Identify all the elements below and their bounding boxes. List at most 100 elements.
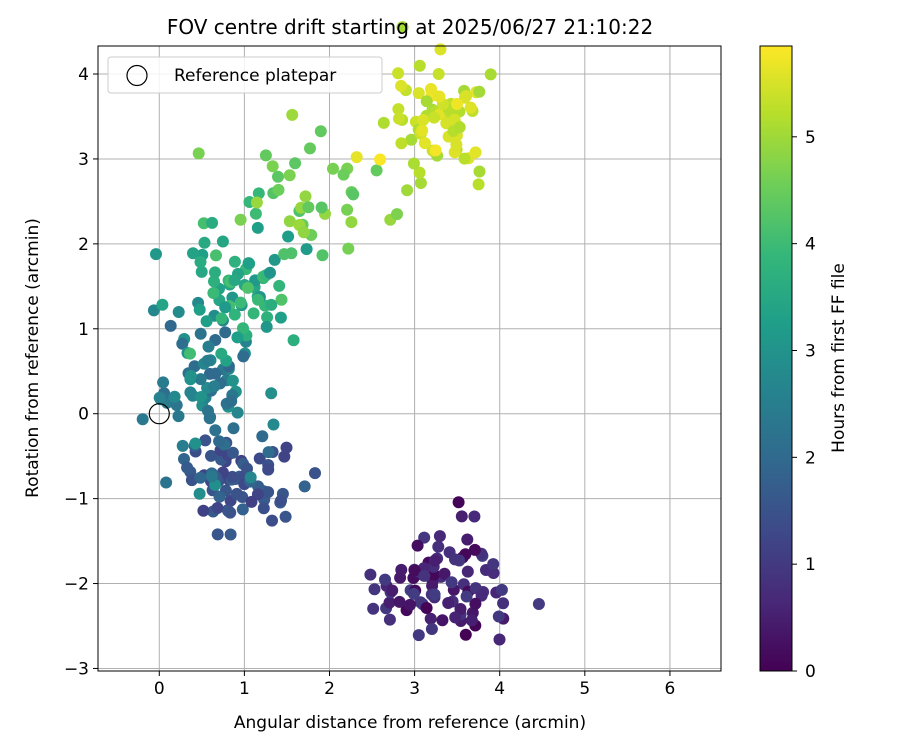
- data-point: [298, 480, 311, 493]
- data-point: [283, 215, 296, 228]
- data-point: [215, 312, 228, 325]
- data-point: [299, 190, 312, 203]
- data-point: [449, 611, 462, 624]
- data-point: [460, 90, 473, 102]
- data-point: [216, 235, 229, 248]
- data-point: [187, 247, 199, 260]
- data-point: [404, 598, 416, 611]
- data-point: [413, 59, 426, 72]
- data-point: [392, 103, 405, 116]
- data-point: [226, 446, 239, 459]
- chart-title: FOV centre drift starting at 2025/06/27 …: [167, 15, 653, 39]
- data-point: [231, 406, 244, 419]
- data-point: [386, 584, 399, 597]
- data-point: [228, 274, 241, 287]
- data-point: [283, 169, 296, 182]
- data-point: [418, 569, 431, 582]
- data-point: [198, 236, 211, 249]
- data-point: [272, 170, 284, 183]
- data-point: [259, 149, 272, 162]
- data-point: [256, 430, 269, 443]
- y-tick-label: 1: [78, 320, 89, 340]
- data-point: [226, 470, 239, 483]
- data-point: [497, 597, 510, 610]
- data-point: [209, 367, 222, 380]
- data-point: [414, 177, 427, 189]
- data-point: [236, 503, 249, 516]
- data-point: [425, 623, 438, 635]
- x-axis-ticks: 0 1 2 3 4 5 6: [154, 671, 675, 699]
- x-tick-label: 2: [324, 679, 335, 699]
- data-point: [265, 387, 278, 400]
- data-point: [464, 101, 477, 114]
- data-point: [209, 266, 221, 279]
- y-axis-label: Rotation from reference (arcmin): [23, 218, 43, 498]
- data-point: [377, 116, 390, 129]
- colorbar-tick-label: 1: [805, 555, 816, 575]
- data-point: [242, 257, 255, 270]
- data-point: [168, 390, 181, 403]
- data-point: [459, 628, 472, 641]
- data-point: [147, 304, 160, 317]
- data-point: [279, 510, 292, 523]
- colorbar-tick-label: 3: [805, 341, 816, 361]
- data-point: [280, 441, 293, 454]
- data-point: [383, 613, 396, 626]
- y-tick-label: 2: [78, 235, 89, 255]
- data-point: [262, 486, 275, 499]
- data-point: [274, 311, 287, 324]
- data-point: [461, 533, 474, 546]
- data-point: [172, 306, 185, 318]
- colorbar-ticks: 0 1 2 3 4 5: [792, 128, 816, 682]
- y-tick-label: 4: [78, 65, 89, 85]
- data-point: [453, 121, 466, 134]
- colorbar-tick-label: 2: [805, 448, 816, 468]
- data-point: [433, 90, 446, 103]
- data-point: [150, 248, 162, 261]
- data-point: [433, 530, 446, 543]
- data-point: [251, 221, 264, 234]
- data-point: [237, 350, 250, 363]
- x-tick-label: 5: [579, 679, 590, 699]
- data-point: [475, 589, 488, 602]
- data-point: [412, 629, 425, 642]
- x-tick-label: 6: [665, 679, 676, 699]
- legend-marker-icon: [126, 64, 148, 87]
- data-point: [176, 439, 189, 452]
- data-point: [194, 327, 207, 340]
- data-point: [425, 83, 437, 95]
- data-point: [412, 87, 425, 100]
- data-point: [184, 347, 196, 360]
- data-point: [413, 166, 426, 179]
- data-point: [367, 602, 380, 615]
- y-tick-label: 0: [78, 405, 89, 425]
- data-point: [261, 311, 274, 324]
- data-point: [262, 446, 275, 459]
- data-point: [226, 374, 239, 387]
- data-point: [418, 137, 431, 150]
- data-point: [156, 298, 169, 311]
- y-tick-label: 3: [78, 150, 89, 170]
- data-point: [201, 354, 214, 367]
- colorbar-tick-label: 4: [805, 235, 816, 255]
- data-point: [455, 510, 468, 523]
- data-point: [417, 114, 430, 126]
- data-point: [193, 303, 206, 316]
- data-point: [176, 337, 189, 350]
- data-point: [407, 157, 420, 170]
- data-point: [228, 255, 241, 268]
- data-point: [267, 418, 280, 431]
- data-point: [234, 296, 247, 309]
- data-point: [393, 112, 405, 125]
- data-point: [392, 67, 405, 80]
- legend-box: [107, 56, 383, 94]
- data-point: [249, 207, 262, 220]
- data-point: [202, 340, 215, 353]
- data-point: [473, 85, 486, 98]
- data-point: [396, 21, 409, 34]
- data-point: [195, 265, 208, 278]
- data-point: [461, 565, 474, 578]
- data-point: [289, 157, 302, 170]
- data-point: [405, 133, 418, 146]
